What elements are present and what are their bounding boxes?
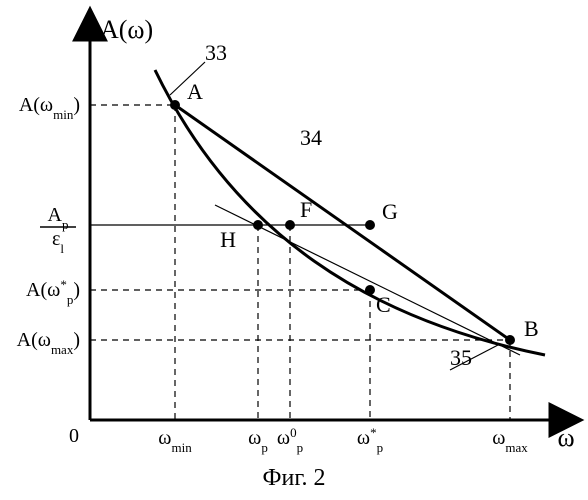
svg-text:ωp: ωp (248, 427, 268, 455)
svg-text:ω*p: ω*p (357, 425, 383, 455)
svg-text:ω0p: ω0p (277, 425, 303, 455)
svg-text:B: B (524, 316, 539, 341)
svg-text:C: C (376, 292, 391, 317)
svg-text:35: 35 (450, 345, 472, 370)
svg-text:εl: εl (52, 228, 64, 256)
svg-text:ωmin: ωmin (158, 427, 192, 455)
svg-text:H: H (220, 227, 236, 252)
svg-text:A: A (187, 79, 203, 104)
svg-text:F: F (300, 197, 312, 222)
svg-text:34: 34 (300, 125, 322, 150)
svg-text:ω: ω (557, 423, 574, 452)
svg-text:A(ω): A(ω) (100, 15, 153, 44)
svg-text:ωmax: ωmax (492, 427, 528, 455)
svg-text:A(ωmax): A(ωmax) (17, 329, 80, 357)
svg-text:A(ω*p): A(ω*p) (26, 277, 80, 307)
svg-text:33: 33 (205, 40, 227, 65)
plot-svg: ω A(ω) 0 33 34 35 A F G H C Bωmin ωp ω0p ω*p ωmax A(ωmin… (0, 0, 588, 470)
svg-text:A(ωmin): A(ωmin) (19, 94, 80, 122)
caption: Фиг. 2 (0, 465, 588, 492)
svg-text:0: 0 (69, 425, 79, 447)
figure: ω A(ω) 0 33 34 35 A F G H C Bωmin ωp ω0p ω*p ωmax A(ωmin… (0, 0, 588, 500)
svg-text:G: G (382, 199, 398, 224)
